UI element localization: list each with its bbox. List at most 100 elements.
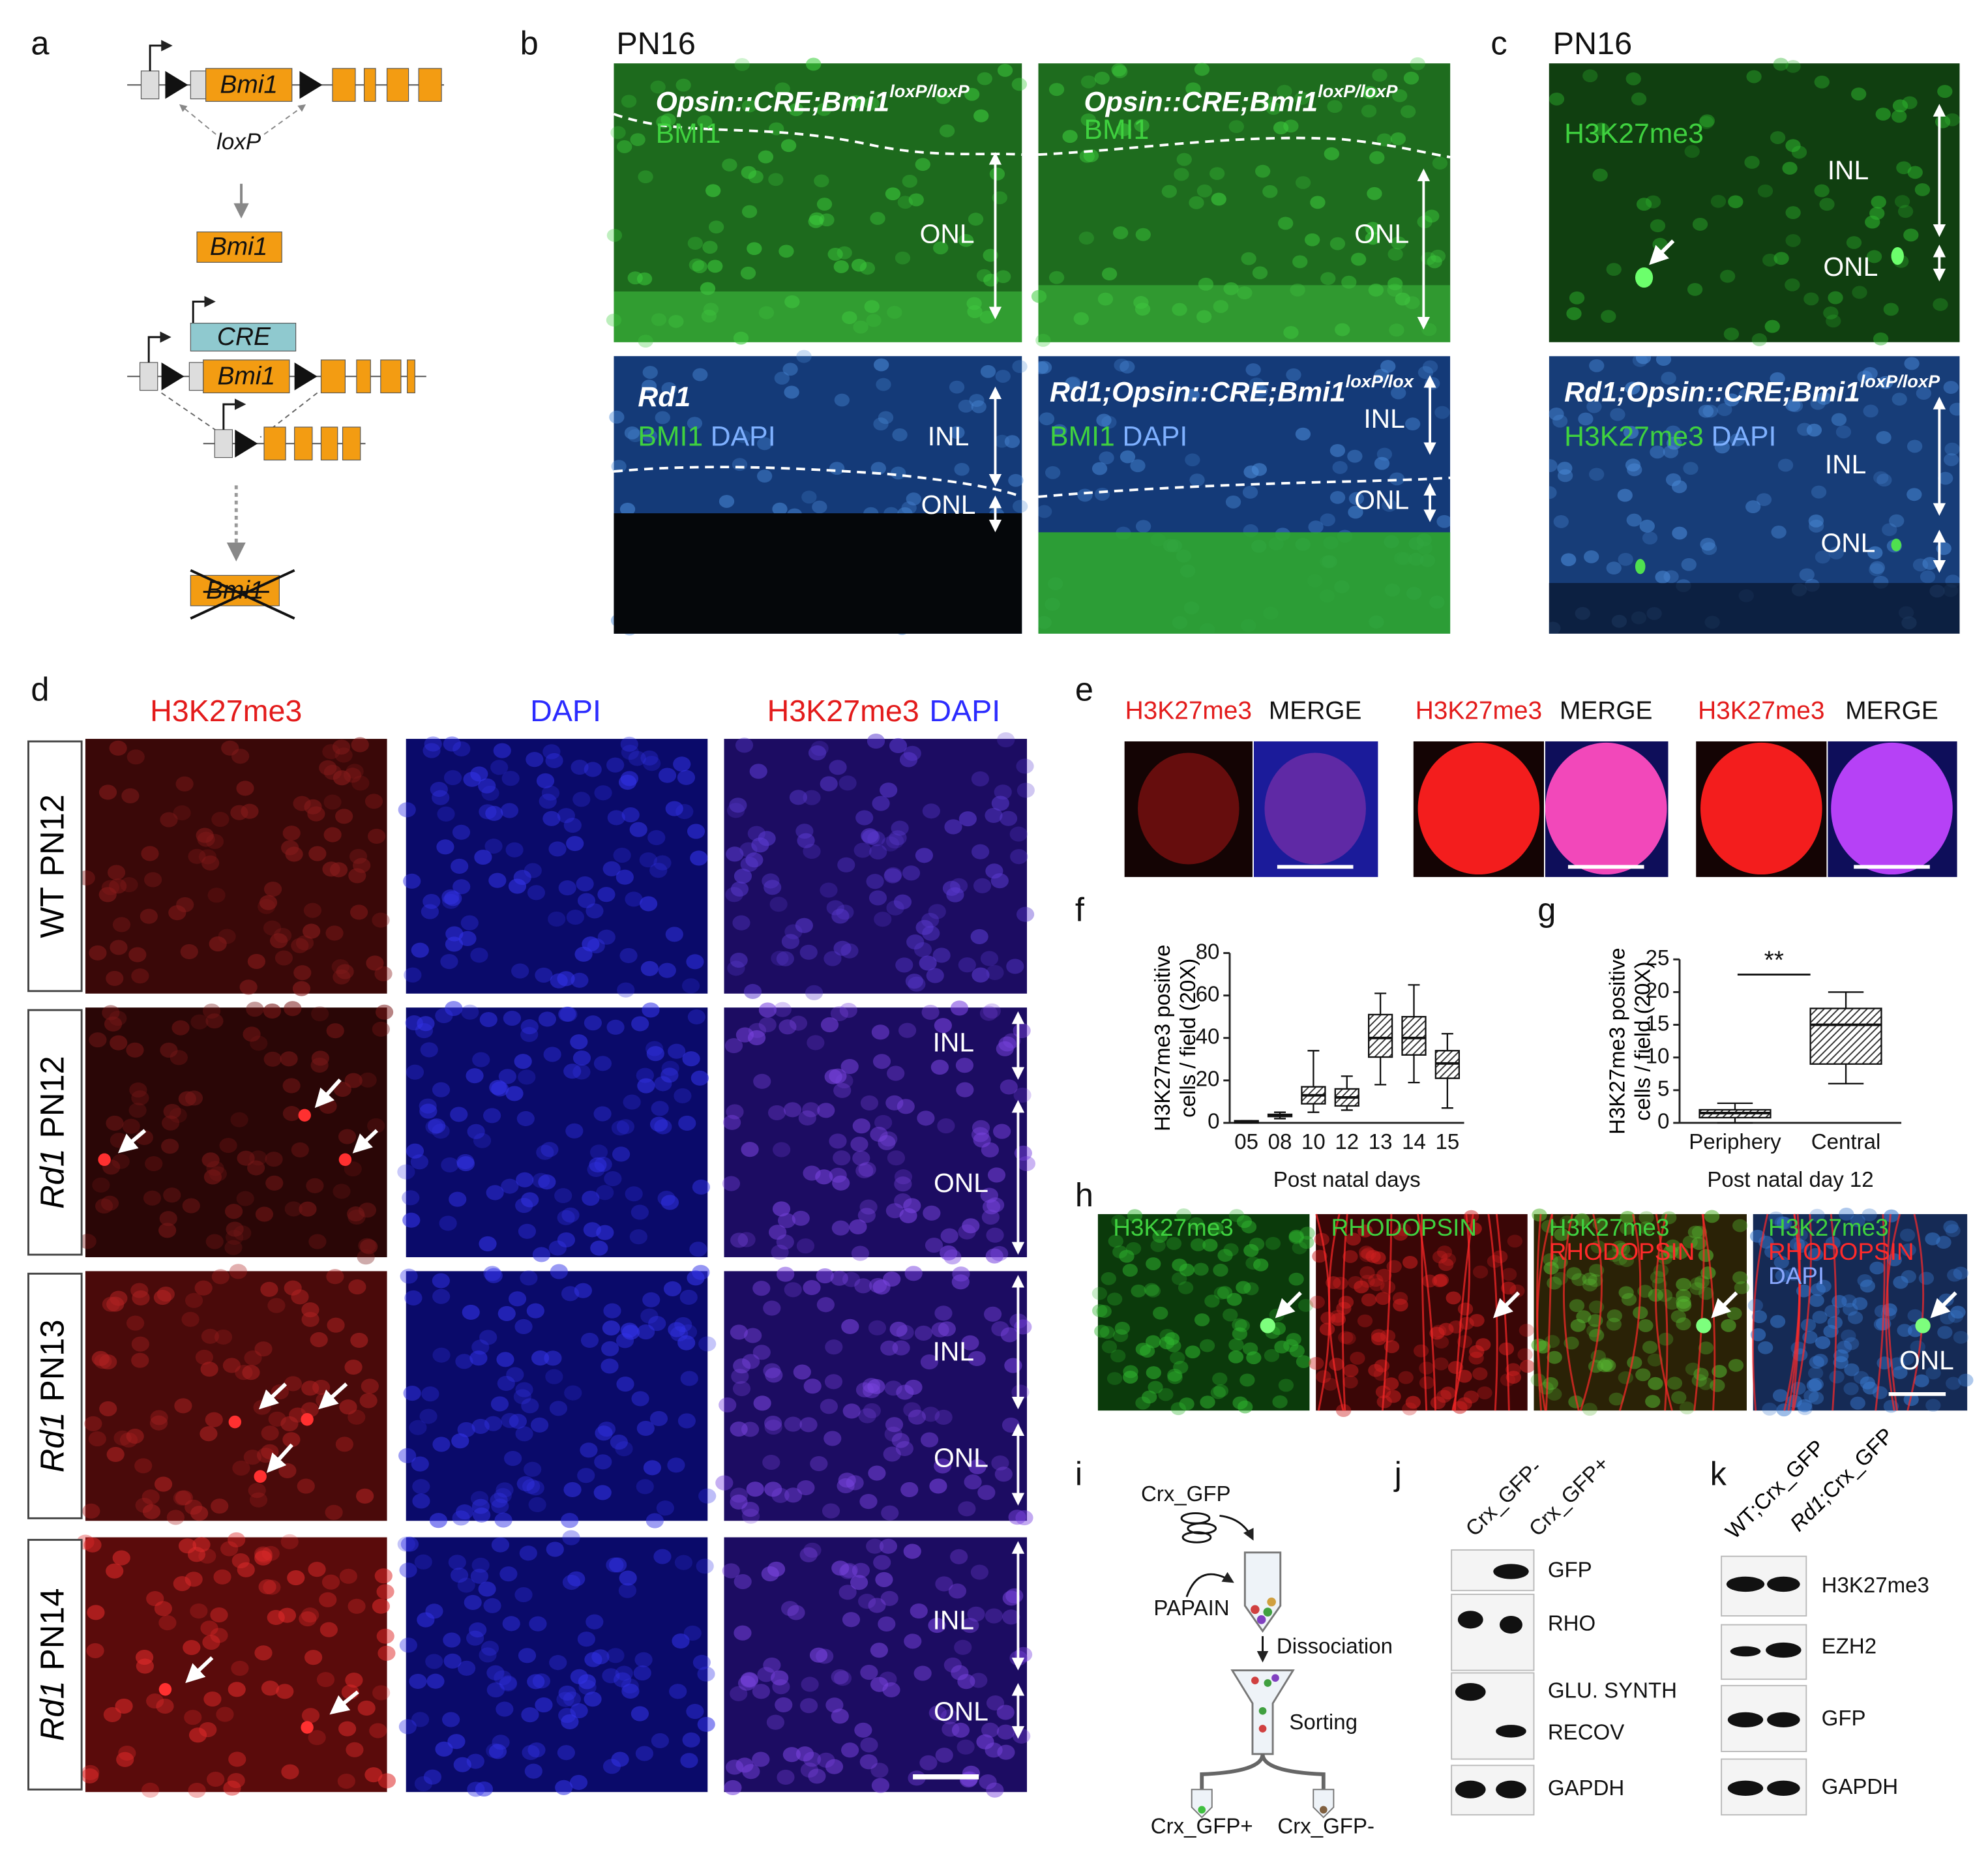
nucleus (349, 904, 368, 920)
nucleus (920, 1354, 939, 1370)
band-label: GFP (1548, 1558, 1592, 1583)
pointer (263, 104, 306, 135)
nucleus (301, 1708, 320, 1723)
nucleus (867, 1379, 885, 1394)
nucleus (735, 1757, 754, 1773)
nucleus (1762, 253, 1778, 267)
nucleus (1797, 1399, 1813, 1412)
nucleus (292, 981, 311, 996)
nucleus (1131, 1284, 1146, 1298)
nucleus (858, 1161, 876, 1177)
nucleus (1501, 1268, 1517, 1281)
nucleus (488, 872, 507, 888)
nucleus (897, 1099, 915, 1114)
nucleus (656, 1500, 674, 1516)
nucleus (1589, 359, 1605, 372)
stain: DAPI (1122, 421, 1187, 453)
nucleus (323, 794, 342, 810)
layer-boundary (1038, 136, 1451, 158)
nucleus (840, 1562, 858, 1578)
x-tick-label: 08 (1268, 1130, 1292, 1154)
nucleus (1777, 458, 1794, 472)
nucleus (1877, 473, 1892, 487)
nucleus (854, 1278, 872, 1294)
nucleus (211, 1498, 229, 1514)
y-tick-label: 10 (1646, 1044, 1670, 1068)
nucleus (642, 429, 658, 443)
nucleus (558, 1708, 576, 1723)
nucleus (692, 260, 707, 273)
nucleus (1327, 100, 1343, 113)
nucleus (281, 840, 299, 856)
nucleus (561, 1513, 579, 1528)
nucleus (934, 1409, 953, 1425)
promoter (147, 331, 171, 363)
micrograph (715, 1266, 1033, 1526)
nucleus (89, 1032, 107, 1048)
genotype: Rd1 (34, 1148, 71, 1209)
nucleus (1387, 247, 1403, 261)
x-tick-label: 14 (1402, 1130, 1426, 1154)
nucleus (163, 1187, 181, 1203)
nucleus (346, 1206, 365, 1222)
layer-label: ONL (920, 218, 975, 248)
nucleus (1631, 92, 1647, 106)
nucleus (1571, 1273, 1587, 1287)
nucleus (463, 771, 481, 787)
nucleus (1732, 1219, 1748, 1232)
nucleus (758, 1002, 777, 1018)
y-tick-label: 25 (1646, 946, 1670, 970)
nucleus (743, 983, 762, 1000)
nucleus (453, 1757, 471, 1772)
nucleus (958, 811, 977, 827)
cell-arrow (266, 1443, 293, 1473)
cell-arrow (314, 1078, 342, 1109)
nucleus (1389, 472, 1405, 486)
nucleus (921, 1407, 940, 1422)
y-tick-label: 60 (1196, 982, 1220, 1006)
nucleus (469, 1622, 487, 1638)
nucleus (996, 1705, 1015, 1720)
nucleus (185, 1292, 203, 1308)
nucleus (219, 1138, 237, 1154)
nucleus (1016, 782, 1035, 798)
nucleus (609, 410, 625, 424)
nucleus (1506, 1371, 1521, 1384)
nucleus (1878, 376, 1893, 389)
nucleus (1419, 1376, 1435, 1390)
nucleus (971, 771, 989, 787)
nucleus (1292, 255, 1308, 269)
nucleus (1566, 307, 1582, 320)
nucleus (110, 940, 128, 955)
nucleus (957, 1739, 975, 1755)
stain: H3K27me3 (150, 694, 302, 728)
nucleus (1369, 1278, 1385, 1291)
nucleus (338, 1721, 357, 1736)
nucleus (473, 1133, 492, 1148)
nucleus (180, 944, 198, 959)
nucleus (741, 166, 756, 179)
stain-label: H3K27me3 (1125, 697, 1252, 725)
nucleus (820, 1399, 838, 1414)
stain-label: H3K27me3 RHODOPSIN (1549, 1214, 1695, 1265)
nucleus (781, 1601, 799, 1617)
nucleus (980, 1187, 998, 1203)
nucleus (777, 1213, 796, 1229)
nucleus (1806, 423, 1822, 437)
nucleus (726, 1104, 744, 1120)
nucleus (158, 1223, 177, 1238)
nucleus (1322, 1377, 1338, 1391)
nucleus (857, 1594, 876, 1609)
nucleus (258, 899, 276, 914)
panel-label: g (1537, 891, 1556, 929)
x-tick-label: 05 (1234, 1130, 1258, 1154)
nucleus (771, 1244, 789, 1260)
nucleus (779, 1019, 797, 1035)
nucleus (1746, 70, 1762, 83)
nucleus (949, 380, 965, 394)
nucleus (823, 951, 842, 966)
nucleus (207, 1771, 225, 1787)
y-tick-label: 20 (1646, 979, 1670, 1003)
output-label: Crx_GFP+ (1151, 1814, 1253, 1838)
nucleus (403, 1385, 421, 1401)
